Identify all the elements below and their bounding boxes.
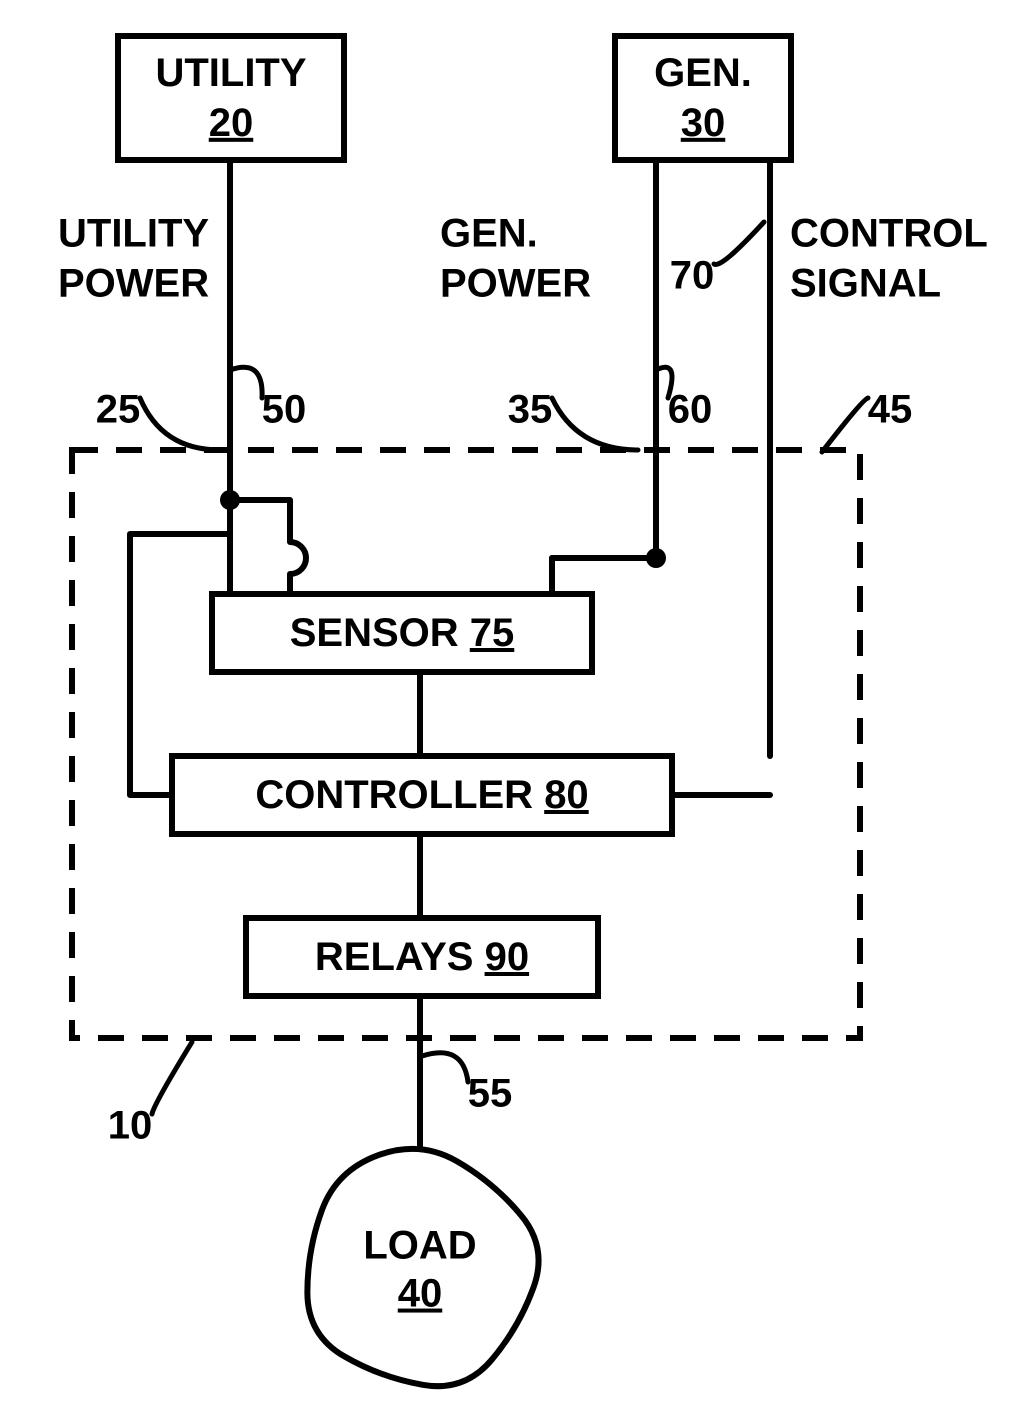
ref-r60: 60: [668, 388, 713, 432]
box-utility-ref: 20: [209, 101, 254, 145]
label-utility_power-2: POWER: [58, 262, 209, 306]
ref-r35: 35: [508, 388, 553, 432]
label-control_signal-2: SIGNAL: [790, 262, 941, 306]
load-label: LOAD: [363, 1224, 476, 1268]
node-utility-junction: [220, 490, 240, 510]
ref-r55: 55: [468, 1072, 513, 1116]
label-utility_power-1: UTILITY: [58, 212, 209, 256]
label-gen_power-1: GEN.: [440, 212, 538, 256]
label-gen_power-2: POWER: [440, 262, 591, 306]
node-gen-junction: [646, 548, 666, 568]
ref-r10: 10: [108, 1104, 153, 1148]
leader-r35: [552, 398, 638, 450]
box-controller-label: CONTROLLER 80: [255, 773, 588, 817]
box-gen-label: GEN.: [654, 51, 752, 95]
leader-r50: [230, 367, 262, 398]
load-ref: 40: [398, 1272, 443, 1316]
ref-r70: 70: [670, 254, 715, 298]
label-control_signal-1: CONTROL: [790, 212, 988, 256]
leader-r55: [422, 1053, 468, 1082]
box-sensor-label: SENSOR 75: [290, 611, 515, 655]
leader-r10: [152, 1042, 192, 1114]
box-gen-ref: 30: [681, 101, 726, 145]
leader-r45: [822, 398, 868, 452]
box-utility-label: UTILITY: [155, 51, 306, 95]
ref-r25: 25: [96, 388, 141, 432]
ref-r45: 45: [868, 388, 913, 432]
ref-r50: 50: [262, 388, 307, 432]
leader-r70: [714, 222, 764, 264]
box-relays-label: RELAYS 90: [315, 935, 529, 979]
leader-r25: [140, 398, 220, 450]
line-utility-to-sensor: [230, 500, 306, 594]
